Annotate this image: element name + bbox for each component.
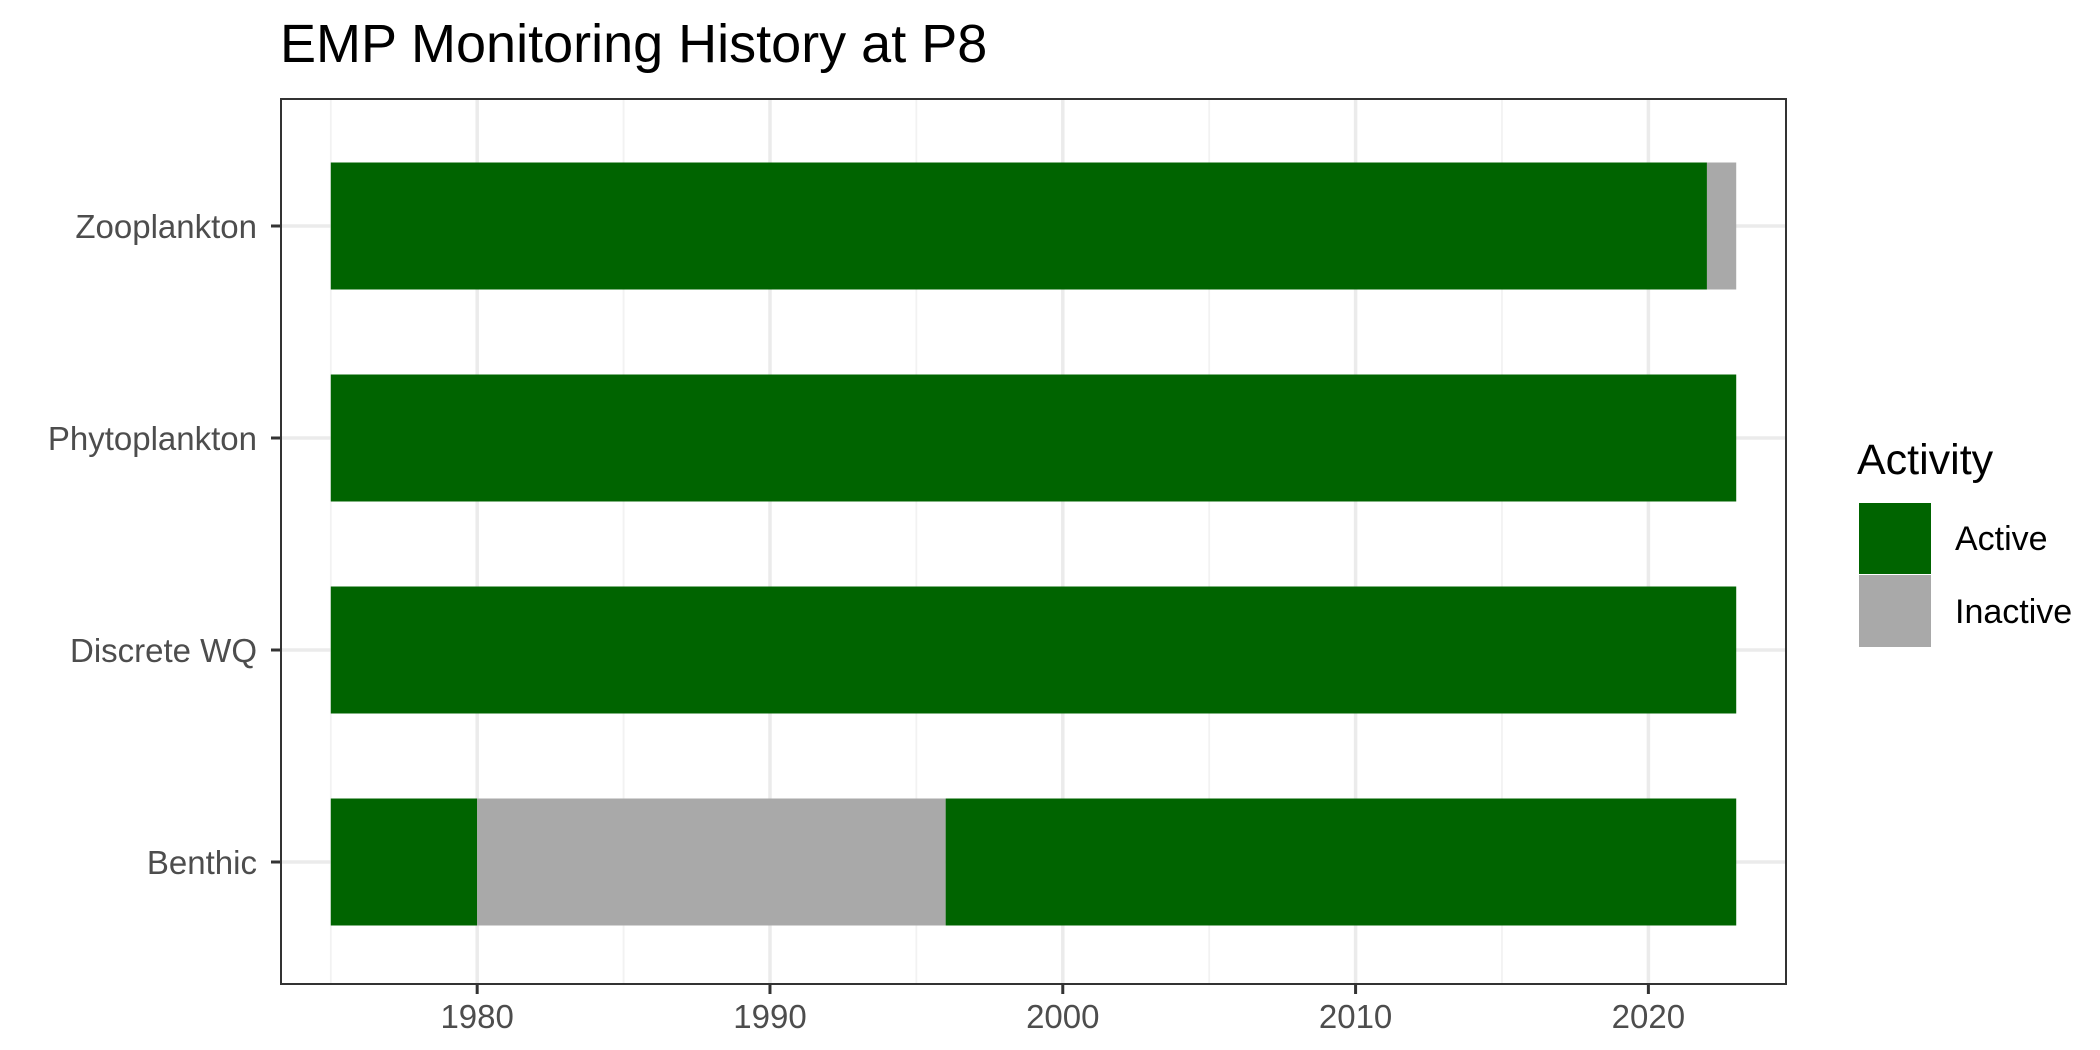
legend-title: Activity <box>1857 436 1994 484</box>
y-tick-label: Discrete WQ <box>70 632 257 669</box>
chart-title: EMP Monitoring History at P8 <box>280 14 987 74</box>
legend: Activity Active Inactive <box>1857 436 2072 647</box>
y-tick-label: Benthic <box>147 844 257 881</box>
bar-segment-discrete-wq-active <box>330 586 1737 714</box>
legend-key-inactive <box>1859 575 1931 647</box>
panel-border <box>280 98 1787 985</box>
bar-segment-benthic-inactive <box>477 798 946 926</box>
x-tick-label: 2010 <box>1319 998 1392 1035</box>
bars <box>330 162 1737 926</box>
x-tick-label: 2000 <box>1026 998 1099 1035</box>
y-tick-label: Phytoplankton <box>48 420 257 457</box>
x-tick-label: 1990 <box>733 998 806 1035</box>
bar-segment-zooplankton-inactive <box>1706 162 1737 290</box>
y-axis: Zooplankton Phytoplankton Discrete WQ Benth… <box>48 208 281 881</box>
legend-label-active: Active <box>1955 520 2048 558</box>
legend-label-inactive: Inactive <box>1955 593 2072 631</box>
y-tick-label: Zooplankton <box>75 208 257 245</box>
legend-key-active <box>1859 503 1931 574</box>
bar-segment-benthic-active <box>945 798 1737 926</box>
bar-segment-zooplankton-active <box>330 162 1707 290</box>
bar-segment-phytoplankton-active <box>330 374 1737 502</box>
bar-segment-benthic-active <box>330 798 478 926</box>
x-axis: 1980 1990 2000 2010 2020 <box>440 984 1685 1035</box>
x-tick-label: 2020 <box>1612 998 1685 1035</box>
x-tick-label: 1980 <box>440 998 513 1035</box>
